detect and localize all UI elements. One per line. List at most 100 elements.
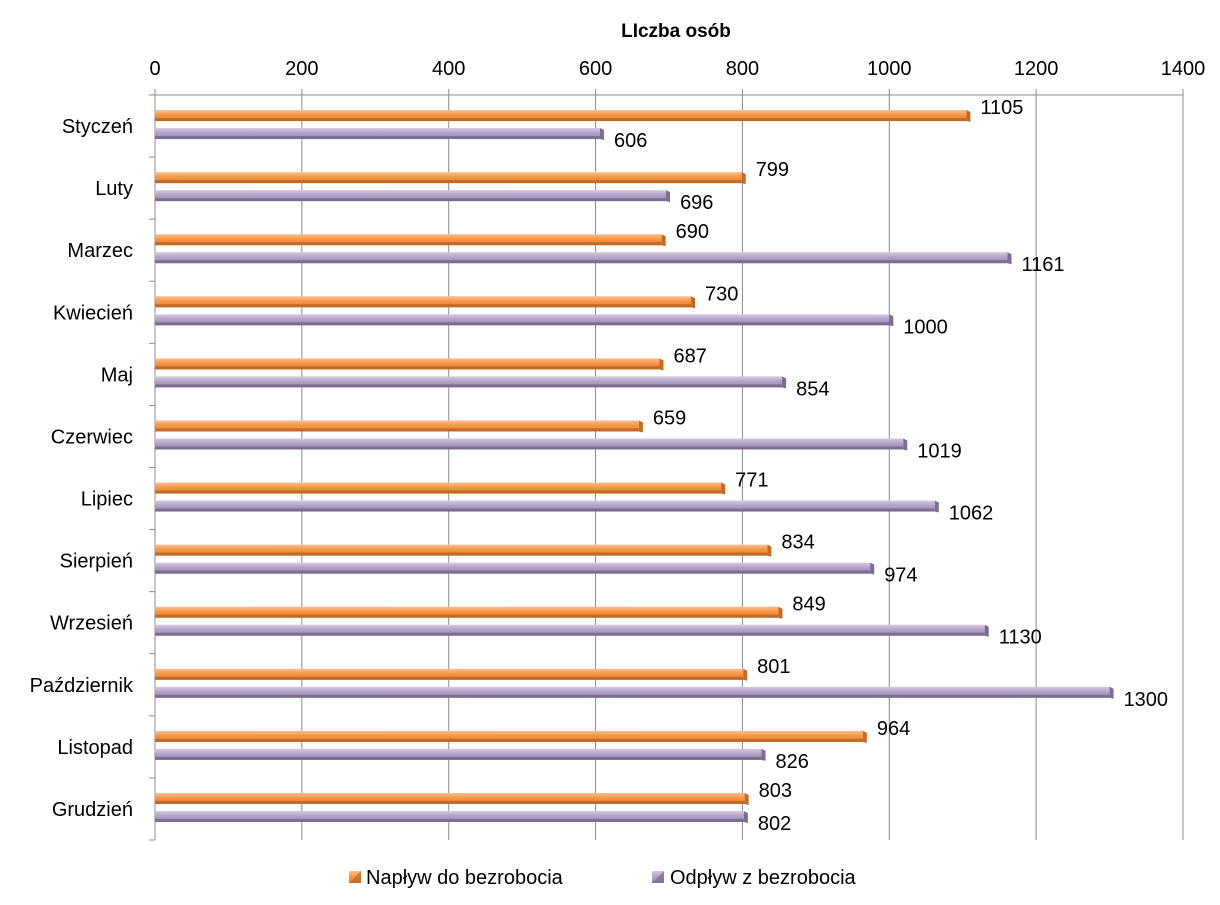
x-tick-label: 0	[149, 58, 160, 80]
bar	[155, 376, 787, 389]
bar-shadow	[155, 490, 722, 494]
bar-end-cap	[691, 296, 696, 309]
bar-shadow	[155, 676, 744, 680]
value-label: 1130	[999, 627, 1042, 649]
x-axis-ticks: 0 200 400 600 800 1000 1200 1400	[149, 58, 1205, 95]
legend-label: Odpływ z bezrobocia	[670, 867, 857, 889]
bar	[155, 252, 1012, 265]
bar-end-cap	[743, 810, 748, 823]
bar	[155, 128, 604, 141]
bar-end-cap	[599, 128, 604, 141]
bar-end-cap	[666, 190, 671, 203]
bar-shadow	[155, 242, 662, 246]
bar-shadow	[155, 260, 1008, 264]
category-label: Październik	[30, 675, 134, 697]
bar	[155, 358, 664, 371]
bar-shadow	[155, 428, 639, 432]
x-tick-label: 1000	[867, 58, 912, 80]
bar-face	[155, 686, 1110, 698]
bar-end-cap	[761, 748, 766, 761]
value-label: 974	[884, 565, 917, 587]
bar-face	[155, 110, 967, 122]
bar-face	[155, 234, 662, 246]
bar-face	[155, 128, 600, 140]
bar-shadow	[155, 180, 742, 184]
value-label: 849	[792, 594, 825, 616]
category-label: Sierpień	[60, 551, 133, 573]
bar-face	[155, 544, 768, 556]
value-label: 826	[776, 751, 809, 773]
bar-face	[155, 606, 779, 618]
bar-end-cap	[743, 668, 748, 681]
bar	[155, 730, 867, 743]
bar	[155, 190, 671, 203]
value-label: 803	[759, 780, 792, 802]
bar-end-cap	[659, 358, 664, 371]
bar-shadow	[155, 136, 600, 140]
category-label: Grudzień	[52, 799, 133, 821]
bar-face	[155, 358, 660, 370]
bar-face	[155, 420, 639, 432]
bar	[155, 792, 749, 805]
bar	[155, 172, 746, 185]
bar-end-cap	[767, 544, 772, 557]
value-label: 687	[673, 345, 706, 367]
legend-label: Napływ do bezrobocia	[366, 867, 564, 889]
x-tick-label: 400	[432, 58, 465, 80]
bar	[155, 624, 989, 637]
category-label: Lipiec	[81, 489, 133, 511]
bar-face	[155, 792, 745, 804]
bar	[155, 314, 894, 327]
bar-shadow	[155, 570, 871, 574]
value-label: 1062	[949, 503, 994, 525]
value-label: 1161	[1022, 254, 1065, 276]
bar	[155, 562, 875, 575]
bar-face	[155, 314, 890, 326]
value-label: 964	[877, 718, 910, 740]
bar	[155, 544, 772, 557]
chart-title: LIczba osób	[621, 21, 731, 42]
bar	[155, 296, 696, 309]
bar	[155, 668, 748, 681]
legend-swatch-shade	[349, 871, 361, 883]
legend-swatch-shade	[652, 871, 664, 883]
bar-shadow	[155, 322, 890, 326]
gridlines	[301, 95, 1184, 840]
legend-item: Odpływ z bezrobocia	[652, 867, 857, 889]
category-label: Styczeń	[62, 116, 133, 138]
value-label: 1105	[980, 97, 1023, 119]
bar	[155, 420, 643, 433]
value-label: 771	[735, 470, 768, 492]
bar-end-cap	[638, 420, 643, 433]
bar-end-cap	[782, 376, 787, 389]
bar-end-cap	[966, 110, 971, 123]
bar-shadow	[155, 614, 779, 618]
legend: Napływ do bezrobocia Odpływ z bezrobocia	[349, 867, 857, 889]
bar-shadow	[155, 552, 768, 556]
bar-shadow	[155, 756, 762, 760]
value-label: 690	[676, 221, 709, 243]
bar-end-cap	[889, 314, 894, 327]
bar-face	[155, 810, 744, 822]
value-label: 659	[653, 407, 686, 429]
bar-end-cap	[1007, 252, 1012, 265]
bar	[155, 748, 766, 761]
bar-shadow	[155, 384, 783, 388]
value-label: 854	[796, 378, 829, 400]
bars	[155, 110, 1114, 823]
bar-shadow	[155, 738, 863, 742]
value-label: 696	[680, 192, 713, 214]
bar-shadow	[155, 446, 904, 450]
bar-face	[155, 562, 871, 574]
bar-face	[155, 624, 985, 636]
value-label: 1019	[917, 440, 962, 462]
bar-shadow	[155, 366, 660, 370]
value-label: 606	[614, 130, 647, 152]
bar-shadow	[155, 304, 692, 308]
bar-end-cap	[744, 792, 749, 805]
bar-end-cap	[661, 234, 666, 247]
axes	[149, 94, 1183, 841]
bar-face	[155, 252, 1008, 264]
bar	[155, 438, 908, 451]
